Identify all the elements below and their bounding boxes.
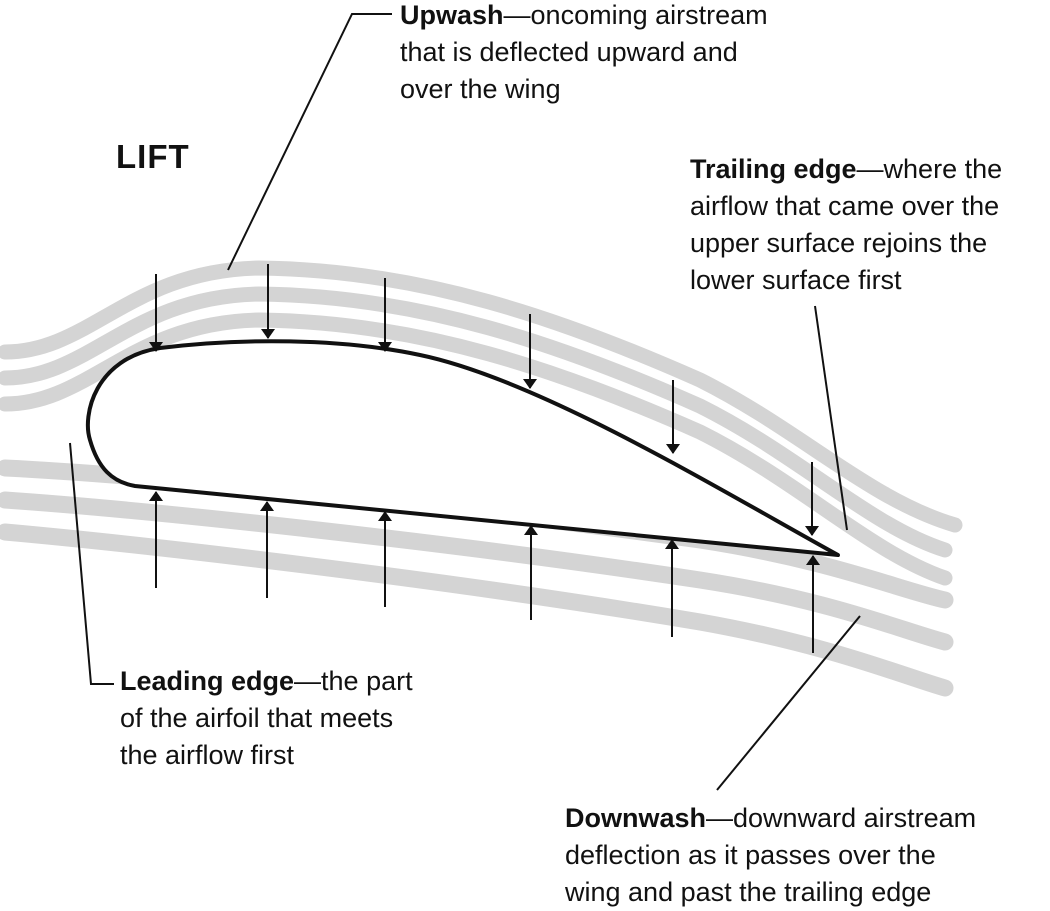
trailing-edge-label: Trailing edge—where the airflow that cam…	[690, 151, 1002, 299]
label-dash: —	[856, 154, 884, 184]
upper-airstream-band	[0, 312, 953, 586]
leading-edge-label-line: Leading edge—the part	[120, 663, 413, 700]
upwash-description-text: over the wing	[400, 74, 561, 104]
leading-edge-term: Leading edge	[120, 666, 295, 696]
upwash-leader-line	[227, 13, 392, 271]
downwash-term: Downwash	[565, 803, 707, 833]
upper-surface-pressure-arrows	[149, 264, 819, 536]
upper-airstream-band	[0, 260, 963, 533]
upper-airstream-bands	[0, 260, 963, 586]
trailing-edge-label-line: Trailing edge—where the	[690, 151, 1002, 188]
downwash-description-text: downward airstream	[733, 803, 977, 833]
leading-edge-label: Leading edge—the part of the airfoil tha…	[120, 663, 413, 774]
downwash-description-text: deflection as it passes over the	[565, 840, 936, 870]
downwash-label-line: Downwash—downward airstream	[565, 800, 976, 837]
upwash-description-text: oncoming airstream	[530, 0, 768, 30]
upwash-label-line: Upwash—oncoming airstream	[400, 0, 768, 34]
leading-edge-description-text: of the airfoil that meets	[120, 703, 394, 733]
label-dash: —	[503, 0, 531, 30]
airfoil-outline	[85, 339, 840, 557]
diagram-title: LIFT	[116, 138, 190, 175]
downwash-leader-line	[716, 615, 861, 791]
upper-airstream-band	[0, 286, 953, 558]
upwash-description-text: that is deflected upward and	[400, 37, 738, 67]
lower-surface-pressure-arrows	[149, 491, 820, 653]
upwash-label: Upwash—oncoming airstream that is deflec…	[400, 0, 768, 108]
leading-edge-description-text: the part	[321, 666, 413, 696]
leader-lines	[69, 13, 861, 791]
trailing-edge-description-text: upper surface rejoins the	[690, 228, 988, 258]
lower-airstream-band	[0, 523, 954, 697]
downwash-label: Downwash—downward airstream deflection a…	[565, 800, 976, 911]
trailing-edge-description-text: lower surface first	[690, 265, 902, 295]
leading-edge-leader-line	[69, 442, 114, 685]
trailing-edge-description-text: airflow that came over the	[690, 191, 1000, 221]
label-dash: —	[706, 803, 734, 833]
trailing-edge-description-text: where the	[883, 154, 1003, 184]
lower-airstream-band	[0, 491, 954, 651]
label-dash: —	[294, 666, 322, 696]
downwash-description-text: wing and past the trailing edge	[565, 877, 932, 907]
trailing-edge-leader-line	[814, 305, 848, 531]
trailing-edge-term: Trailing edge	[690, 154, 857, 184]
leading-edge-description-text: the airflow first	[120, 740, 295, 770]
upwash-term: Upwash	[400, 0, 504, 30]
